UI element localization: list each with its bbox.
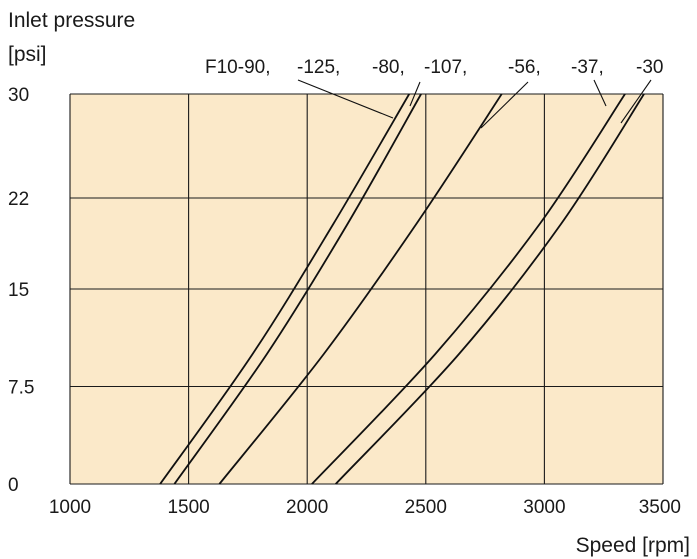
series-label: -125,: [297, 57, 340, 78]
series-label: -56,: [508, 57, 541, 78]
y-tick-label: 0: [8, 475, 19, 496]
series-label: -30: [636, 57, 663, 78]
y-axis-unit: [psi]: [8, 43, 47, 66]
y-tick-label: 7.5: [8, 378, 34, 399]
series-line-f10-125: [173, 93, 422, 485]
tick-labels: 1000 1500 2000 2500 3000 3500 0 7.5 15 22 30: [8, 85, 681, 518]
x-tick-label: 3500: [639, 497, 681, 518]
y-tick-label: 15: [8, 280, 29, 301]
x-tick-label: 2500: [405, 497, 447, 518]
series-label: F10-90,: [205, 57, 270, 78]
series-label: -107,: [424, 57, 467, 78]
y-axis-title: Inlet pressure: [8, 9, 135, 32]
x-tick-label: 1000: [49, 497, 91, 518]
x-tick-label: 2000: [286, 497, 328, 518]
y-tick-label: 22: [8, 189, 29, 210]
series-labels: F10-90, -125, -80, -107, -56, -37, -30: [205, 57, 663, 78]
x-tick-label: 3000: [523, 497, 565, 518]
x-axis-title: Speed [rpm]: [576, 534, 690, 557]
label-leader-line: [593, 79, 607, 107]
series-leader-lines: [297, 79, 652, 129]
x-tick-label: 1500: [167, 497, 209, 518]
grid: [69, 93, 664, 485]
series-line-f10-80: [218, 93, 503, 485]
series-line-f10-107: [311, 93, 626, 485]
series-label: -80,: [372, 57, 405, 78]
label-leader-line: [480, 81, 529, 129]
label-leader-line: [297, 79, 394, 119]
label-leader-line: [409, 81, 421, 107]
series-line-f10-90: [159, 93, 410, 485]
series-lines: [159, 93, 645, 485]
label-leader-line: [620, 79, 652, 124]
y-tick-label: 30: [8, 85, 29, 106]
series-line-f10-56: [335, 93, 645, 485]
series-label: -37,: [571, 57, 604, 78]
